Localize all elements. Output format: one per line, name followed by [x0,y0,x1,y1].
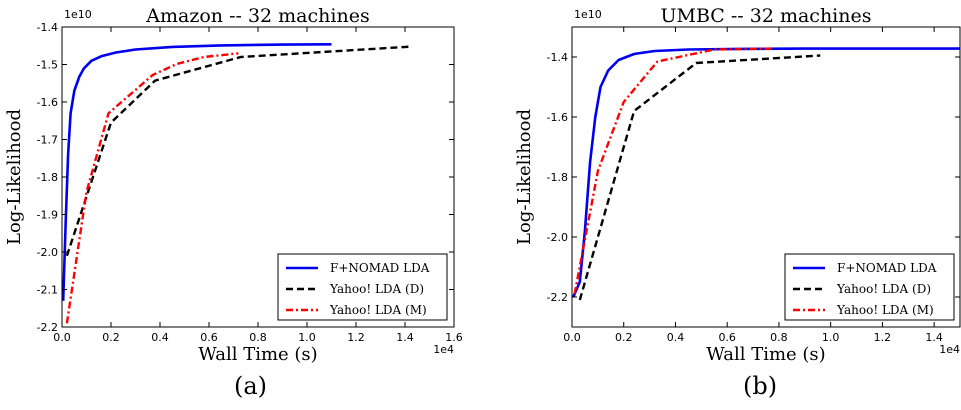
x-tick-label: 1.2 [347,331,365,344]
y-axis-label: Log-Likelihood [514,109,535,245]
x-tick-label: 0.8 [249,331,267,344]
y-tick-label: -1.7 [37,134,58,147]
x-tick-label: 0.6 [718,331,736,344]
y-tick-label: -1.8 [37,171,58,184]
x-tick-label: 0.4 [667,331,685,344]
chart-panel-umbc: 0.0 0.2 0.4 0.6 0.8 1.0 1.2 1.4 -2.2 -2.0 -1.8 -1.6… [490,0,961,410]
legend-label-1: Yahoo! LDA (D) [329,282,424,296]
y-axis-multiplier: 1e10 [574,8,602,21]
y-tick-label: -1.4 [547,51,568,64]
x-tick-label: 1.6 [445,331,463,344]
x-tick-label: 0.2 [102,331,120,344]
series-line-2 [65,52,239,324]
series-line-2 [573,47,774,295]
x-tick-label: 0.6 [200,331,218,344]
y-axis-label: Log-Likelihood [4,109,25,245]
x-axis-multiplier: 1e4 [939,343,960,356]
series-line-1 [578,54,821,301]
x-axis-label: Wall Time (s) [198,344,317,365]
legend-label-2: Yahoo! LDA (M) [836,303,934,317]
x-axis-multiplier: 1e4 [433,343,454,356]
y-tick-label: -2.1 [37,284,58,297]
y-tick-label: -1.8 [547,171,568,184]
legend-label-2: Yahoo! LDA (M) [329,303,427,317]
y-tick-label: -2.0 [37,246,58,259]
y-tick-label: -1.6 [547,111,568,124]
y-tick-label: -1.5 [37,59,58,72]
x-tick-label: 1.4 [925,331,943,344]
legend-label-1: Yahoo! LDA (D) [836,282,931,296]
x-tick-label: 1.0 [298,331,316,344]
panel-label: (b) [743,372,778,400]
legend-label-0: F+NOMAD LDA [330,261,430,275]
x-tick-label: 0.0 [53,331,71,344]
chart-title: UMBC -- 32 machines [661,5,872,27]
series-line-0 [62,43,332,301]
x-tick-label: 0.0 [563,331,581,344]
y-tick-label: -1.4 [37,21,58,34]
x-tick-label: 0.2 [615,331,633,344]
chart-umbc: 0.0 0.2 0.4 0.6 0.8 1.0 1.2 1.4 -2.2 -2.0 -1.8 -1.6… [514,5,961,365]
chart-title: Amazon -- 32 machines [145,5,369,27]
y-tick-label: -2.2 [37,321,58,334]
legend-box [277,253,448,321]
series-line-0 [572,47,960,298]
legend-label-0: F+NOMAD LDA [837,261,937,275]
panel-label: (a) [234,372,268,400]
y-tick-label: -1.6 [37,96,58,109]
x-tick-label: 1.4 [396,331,414,344]
x-axis-label: Wall Time (s) [706,344,825,365]
x-tick-label: 0.4 [151,331,169,344]
chart-panel-amazon: 0.0 0.2 0.4 0.6 0.8 1.0 1.2 1.4 1.6 -2.2 -2.1 -2.0 -… [0,0,470,410]
series-line-1 [65,45,413,257]
y-axis-multiplier: 1e10 [64,8,92,21]
y-tick-label: -2.2 [547,291,568,304]
chart-amazon: 0.0 0.2 0.4 0.6 0.8 1.0 1.2 1.4 1.6 -2.2 -2.1 -2.0 -… [4,5,463,365]
y-tick-label: -2.0 [547,231,568,244]
x-tick-label: 1.2 [874,331,892,344]
x-tick-label: 1.0 [822,331,840,344]
x-tick-label: 0.8 [770,331,788,344]
y-tick-label: -1.9 [37,209,58,222]
